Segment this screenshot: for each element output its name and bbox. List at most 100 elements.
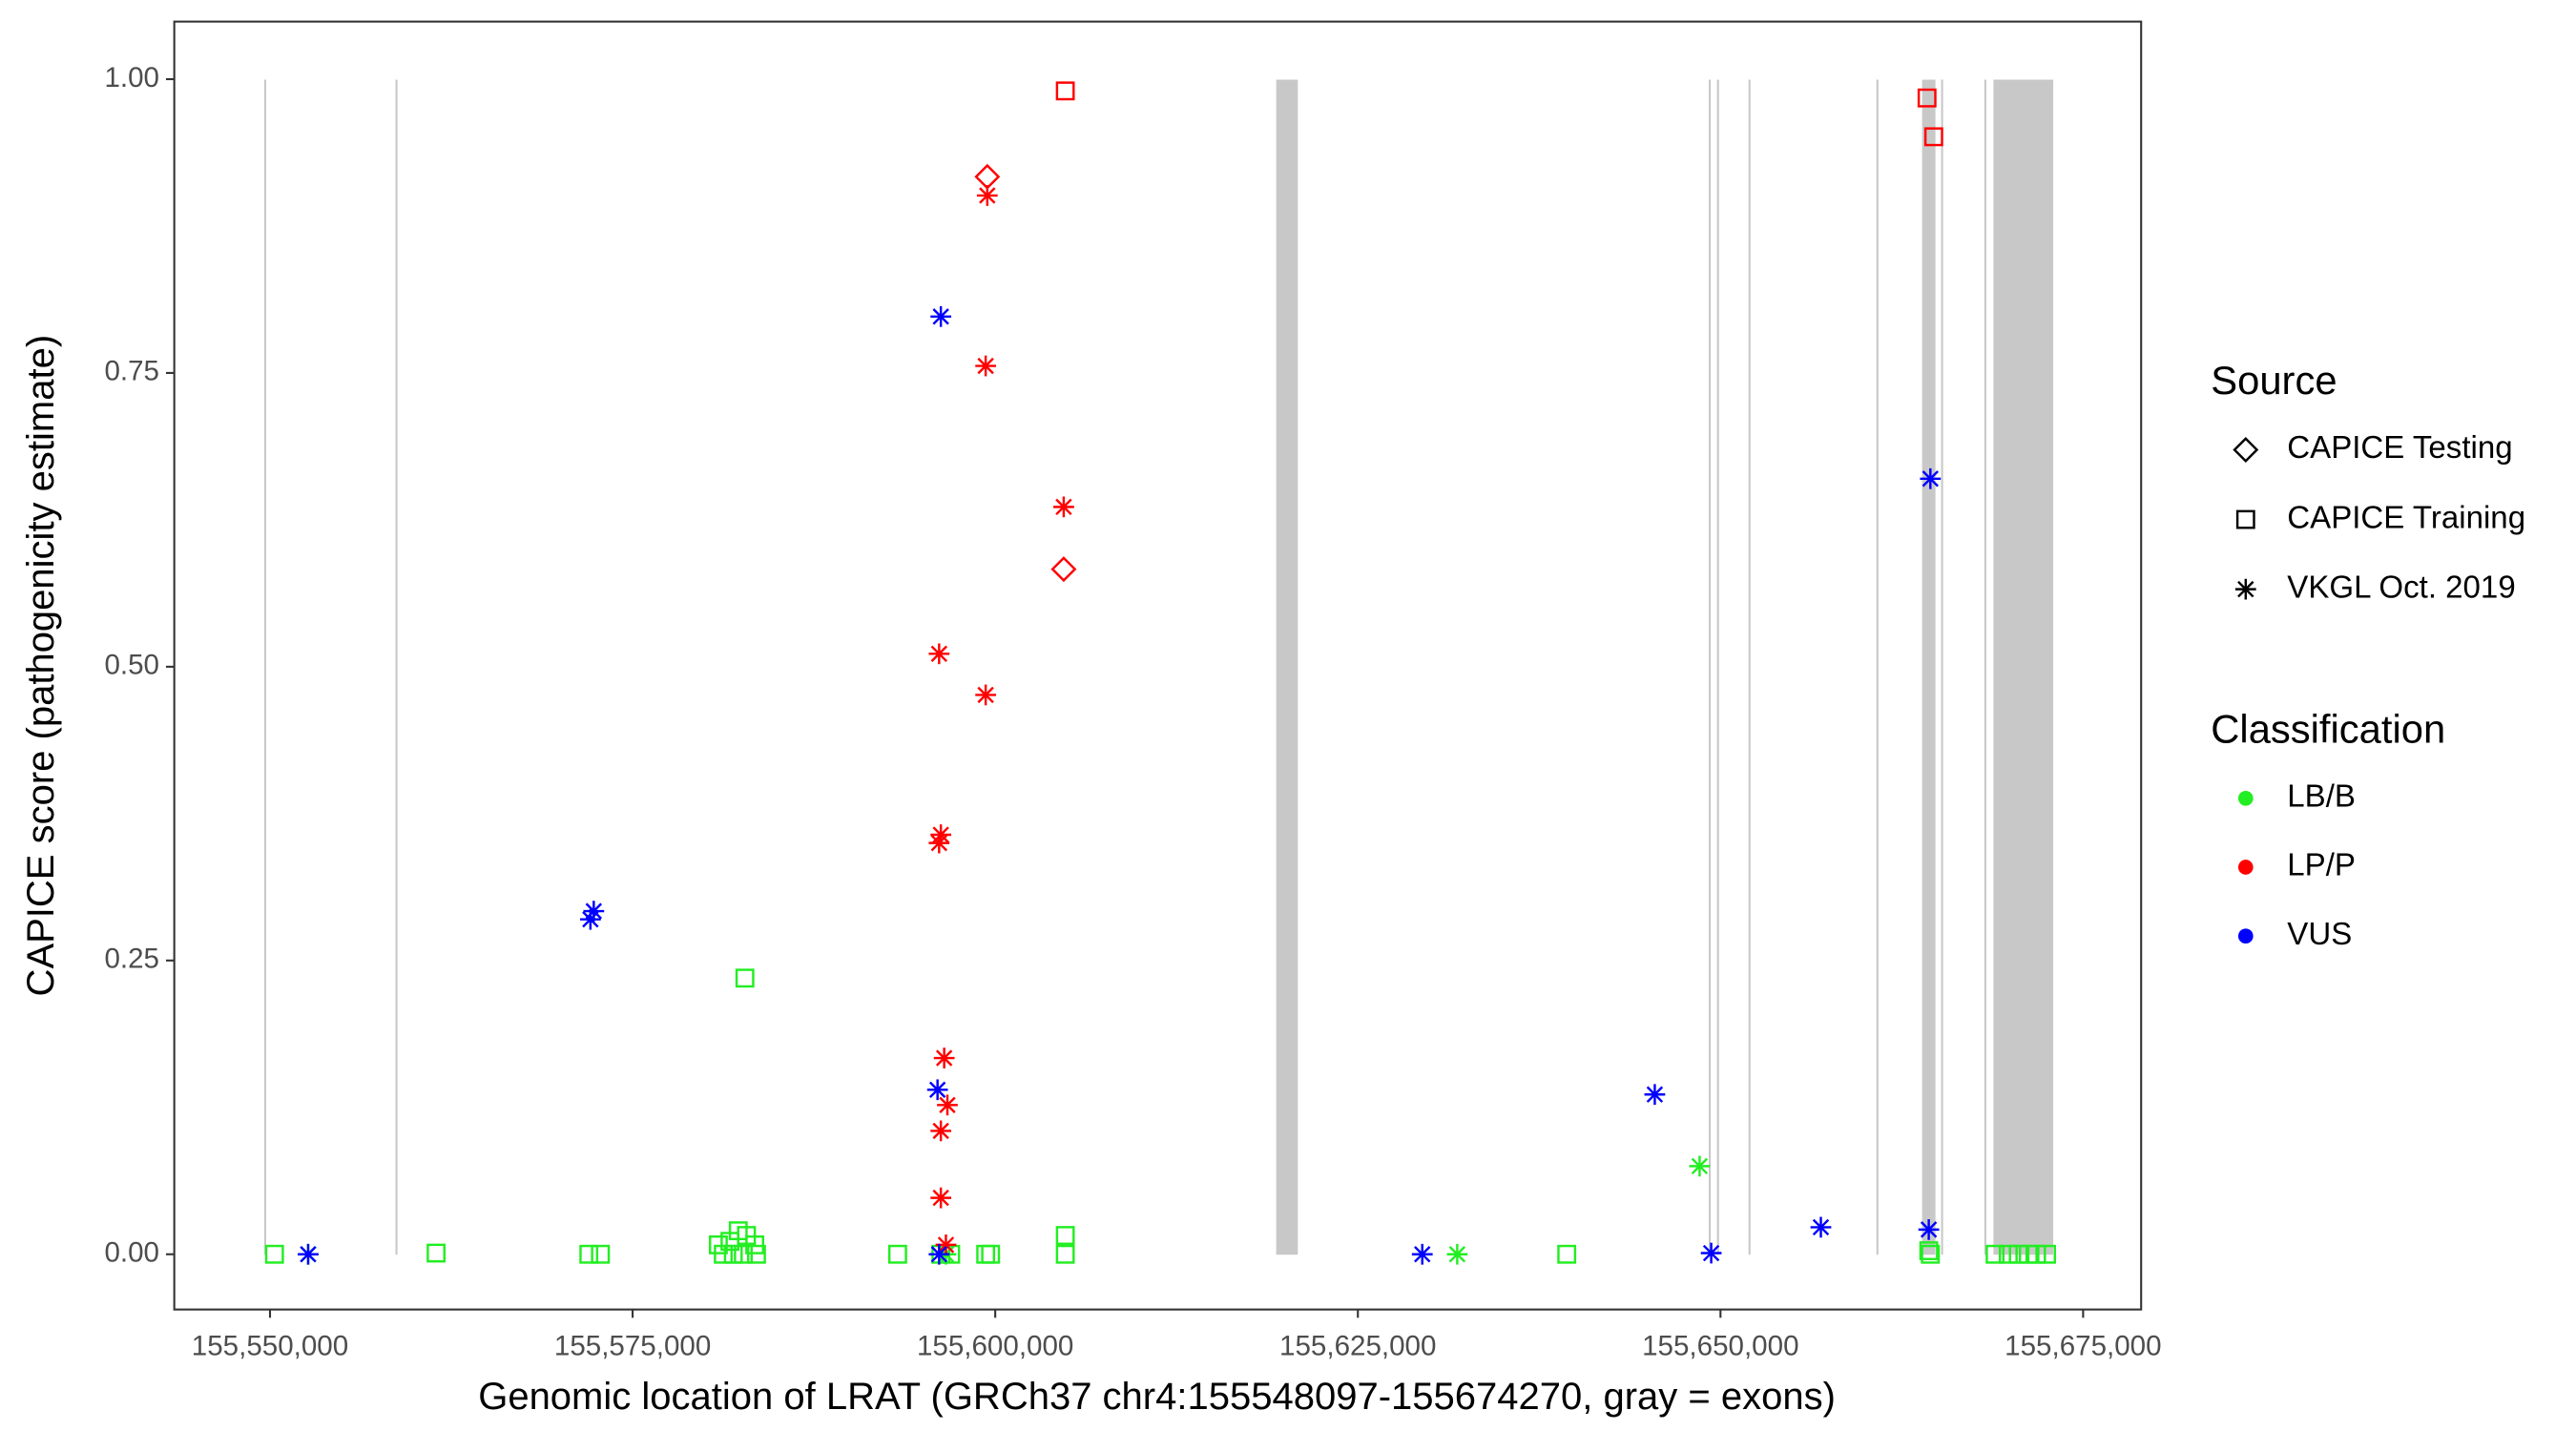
asterisk-stroke [1920, 1221, 1938, 1238]
point-asterisk [1700, 1242, 1722, 1264]
point-diamond [1050, 556, 1077, 583]
asterisk-stroke [2237, 580, 2254, 598]
asterisk-stroke [930, 834, 948, 852]
exon-band [395, 79, 398, 1255]
point-square [981, 1244, 1001, 1264]
point-square [1923, 127, 1943, 147]
x-tick-label: 155,600,000 [917, 1330, 1073, 1361]
point-asterisk [976, 185, 998, 206]
point-asterisk [930, 1120, 952, 1142]
legend-label: VUS [2287, 917, 2352, 952]
asterisk-stroke [1414, 1246, 1431, 1263]
x-tick-label: 155,550,000 [192, 1330, 348, 1361]
legend-title: Source [2211, 358, 2337, 403]
point-asterisk [1053, 496, 1074, 518]
asterisk-stroke [977, 357, 994, 375]
point-asterisk [975, 684, 996, 706]
asterisk-stroke [582, 911, 599, 928]
exon-layer [263, 79, 2054, 1255]
point-square [264, 1244, 284, 1264]
y-tick-label: 1.00 [104, 62, 159, 93]
asterisk-stroke [935, 1049, 953, 1067]
point-asterisk [1920, 467, 1942, 489]
exon-band [1922, 79, 1936, 1255]
point-asterisk [928, 643, 950, 665]
asterisk-stroke [1448, 1246, 1466, 1263]
legend-label: LP/P [2287, 848, 2356, 883]
asterisk-stroke [928, 1081, 946, 1098]
point-square [1055, 1244, 1075, 1264]
point-square [1919, 1241, 1939, 1260]
point-asterisk [928, 832, 950, 854]
asterisk-stroke [937, 1236, 955, 1254]
y-tick-label: 0.25 [104, 944, 159, 975]
asterisk-stroke [977, 686, 994, 704]
point-asterisk [975, 355, 996, 377]
asterisk-stroke [1812, 1218, 1830, 1236]
legend-label: LB/B [2287, 779, 2356, 815]
point-square [1999, 1244, 2018, 1264]
legend-swatch [2237, 790, 2254, 806]
point-square [1917, 88, 1937, 108]
exon-band [1876, 79, 1879, 1255]
point-asterisk [1446, 1243, 1468, 1265]
asterisk-stroke [932, 1122, 949, 1140]
point-asterisk [933, 1047, 955, 1068]
point-asterisk [2234, 578, 2256, 600]
point-square [2026, 1244, 2046, 1264]
point-asterisk [1644, 1084, 1666, 1106]
point-asterisk [579, 908, 601, 930]
x-tick-label: 155,625,000 [1279, 1330, 1436, 1361]
point-square [714, 1244, 734, 1264]
point-square [723, 1244, 743, 1264]
asterisk-stroke [932, 1189, 949, 1207]
asterisk-stroke [1922, 470, 1939, 487]
asterisk-stroke [300, 1246, 317, 1263]
point-layer [264, 81, 2056, 1265]
point-square [2037, 1244, 2056, 1264]
legend-title: Classification [2211, 706, 2445, 751]
point-asterisk [930, 305, 952, 327]
x-tick-label: 155,575,000 [554, 1330, 711, 1361]
exon-band [1984, 79, 1986, 1255]
point-square [591, 1244, 611, 1264]
point-asterisk [926, 1079, 948, 1101]
asterisk-stroke [1646, 1086, 1664, 1103]
point-square [1985, 1244, 2005, 1264]
legend-label: CAPICE Testing [2287, 430, 2512, 466]
exon-band [1276, 79, 1298, 1255]
point-asterisk [1810, 1216, 1832, 1238]
point-square [1055, 81, 1075, 101]
point-square [735, 968, 755, 988]
y-tick-label: 0.50 [104, 650, 159, 681]
y-tick-label: 0.75 [104, 356, 159, 387]
x-tick-label: 155,675,000 [2005, 1330, 2161, 1361]
x-axis-title: Genomic location of LRAT (GRCh37 chr4:15… [478, 1376, 1836, 1418]
point-square [426, 1243, 446, 1263]
asterisk-stroke [930, 1246, 948, 1263]
panel-border [173, 20, 2143, 1311]
legend-label: CAPICE Training [2287, 500, 2525, 535]
point-asterisk [298, 1243, 319, 1265]
x-tick-label: 155,650,000 [1642, 1330, 1798, 1361]
point-asterisk [1411, 1243, 1433, 1265]
point-square [579, 1244, 599, 1264]
y-tick-label: 0.00 [104, 1237, 159, 1269]
asterisk-stroke [930, 645, 948, 663]
point-square [734, 1244, 753, 1264]
legend-swatch [2237, 860, 2254, 875]
legend-swatch [2237, 928, 2254, 944]
point-asterisk [1689, 1155, 1711, 1177]
point-asterisk [1918, 1219, 1940, 1240]
point-asterisk [928, 1243, 950, 1265]
exon-band [1748, 79, 1751, 1255]
exon-band [1716, 79, 1719, 1255]
point-asterisk [930, 1187, 952, 1209]
asterisk-stroke [1691, 1157, 1709, 1175]
asterisk-stroke [1055, 498, 1072, 516]
point-square [1921, 1244, 1941, 1264]
point-square [747, 1244, 766, 1264]
asterisk-stroke [1702, 1244, 1720, 1262]
asterisk-stroke [932, 308, 949, 325]
